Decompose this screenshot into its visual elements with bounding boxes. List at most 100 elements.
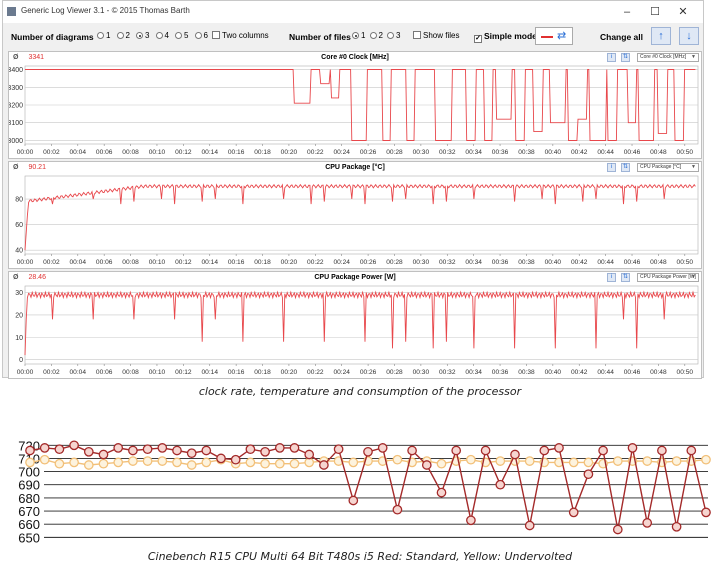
data-point (83, 446, 94, 457)
data-point (54, 458, 65, 469)
move-up-button[interactable]: ↑ (651, 27, 671, 45)
files-radio-2[interactable]: 2 (369, 31, 383, 40)
data-point (671, 521, 682, 532)
y-tick-label: 660 (18, 517, 40, 532)
radio-dot[interactable] (97, 32, 104, 39)
swap-arrows-icon: ⇄ (557, 30, 567, 42)
data-point (657, 445, 667, 456)
simple-mode-checkbox[interactable]: ✓ Simple mode (474, 31, 537, 43)
data-point (172, 457, 182, 468)
channel-select[interactable]: CPU Package Power [W] ▼ (637, 273, 699, 282)
sort-icon[interactable]: ⇅ (621, 163, 630, 172)
radio-dot[interactable] (194, 32, 202, 39)
checkbox-box[interactable]: ✓ (474, 35, 482, 43)
x-tick-label: 00:14 (201, 369, 218, 376)
channel-select[interactable]: Core #0 Clock [MHz] ▼ (637, 53, 699, 62)
y-tick-label: 40 (15, 248, 23, 255)
chevron-down-icon: ▼ (691, 274, 696, 280)
x-tick-label: 00:50 (677, 149, 694, 156)
x-tick-label: 00:14 (201, 259, 218, 266)
diagrams-radio-1[interactable]: 1 (97, 31, 110, 40)
data-point (392, 504, 403, 515)
data-point (348, 495, 359, 506)
x-tick-label: 00:26 (360, 259, 377, 266)
data-point (128, 445, 138, 456)
data-point (289, 443, 300, 453)
x-tick-label: 00:30 (413, 259, 430, 266)
data-point (642, 518, 653, 528)
info-icon[interactable]: i (607, 163, 616, 172)
diagrams-radio-4[interactable]: 4 (155, 31, 169, 40)
show-files-checkbox[interactable]: Show files (413, 31, 459, 40)
diagrams-radio-6[interactable]: 6 (194, 31, 208, 40)
trace-style-button[interactable]: ⇄ (535, 27, 573, 45)
data-point (69, 457, 79, 468)
data-point (466, 454, 476, 465)
data-point (113, 457, 124, 468)
average-readout: Ø 3341 (13, 54, 44, 61)
radio-dot[interactable] (369, 32, 377, 39)
radio-dot[interactable] (387, 32, 394, 39)
diagrams-radio-5[interactable]: 5 (175, 31, 188, 40)
radio-dot[interactable] (175, 32, 182, 39)
info-icon[interactable]: i (607, 273, 616, 282)
temperature-chart: 80 60 40 00:00 00:02 00:04 00:06 00:08 00:10 00:1… (15, 175, 699, 266)
x-tick-label: 00:04 (70, 369, 87, 376)
x-tick-label: 00:18 (254, 259, 271, 266)
info-icon[interactable]: i (607, 53, 616, 62)
close-button[interactable]: ✕ (678, 6, 688, 18)
files-option-label: 2 (378, 31, 383, 40)
two-columns-checkbox[interactable]: Two columns (212, 31, 269, 40)
files-radio-1[interactable]: 1 (352, 31, 365, 40)
plot-area (24, 175, 699, 255)
checkbox-box[interactable] (413, 31, 421, 39)
simple-mode-label: Simple mode (484, 31, 537, 41)
series-line (24, 183, 696, 251)
x-tick-label: 00:50 (677, 259, 694, 266)
files-option-label: 3 (396, 31, 401, 40)
x-tick-label: 00:34 (465, 369, 482, 376)
power-chart: 30 20 10 0 00:00 00:02 00:04 00:06 00:08 00:10 00:… (15, 285, 699, 376)
y-tick-label: 680 (18, 491, 40, 506)
x-tick-label: 00:08 (122, 369, 139, 376)
data-point (495, 456, 506, 466)
radio-dot[interactable] (116, 32, 124, 39)
y-tick-label: 3300 (9, 85, 23, 92)
diagrams-option-label: 6 (203, 31, 208, 40)
x-tick-label: 00:16 (228, 149, 245, 156)
diagrams-option-label: 2 (125, 31, 130, 40)
radio-dot[interactable] (155, 32, 163, 39)
sort-icon[interactable]: ⇅ (621, 53, 630, 62)
radio-dot[interactable] (352, 32, 359, 39)
x-tick-label: 00:22 (307, 149, 324, 156)
x-tick-label: 00:46 (624, 149, 641, 156)
chevron-down-icon: ▼ (691, 164, 696, 170)
diagrams-radio-2[interactable]: 2 (116, 31, 130, 40)
chevron-down-icon: ▼ (691, 54, 696, 60)
x-tick-label: 00:32 (439, 369, 456, 376)
x-tick-label: 00:44 (597, 149, 614, 156)
radio-dot[interactable] (136, 32, 143, 39)
diagrams-radio-3[interactable]: 3 (136, 31, 149, 40)
x-tick-label: 00:02 (43, 259, 60, 266)
clock-chart: 3400 3300 3200 3100 3000 00:00 00:02 00:04 00:06… (9, 65, 699, 156)
diagrams-option-label: 3 (145, 31, 150, 40)
checkbox-box[interactable] (212, 31, 220, 39)
data-point (612, 524, 623, 535)
maximize-button[interactable]: ☐ (650, 6, 660, 18)
x-tick-label: 00:30 (413, 369, 430, 376)
channel-select[interactable]: CPU Package [°C] ▼ (637, 163, 699, 172)
minimize-button[interactable]: – (623, 6, 631, 18)
diagram-panel-temperature: Ø 90.21 CPU Package [°C] i ⇅ CPU Package … (8, 161, 702, 269)
sort-icon[interactable]: ⇅ (621, 273, 630, 282)
log-viewer-caption: clock rate, temperature and consumption … (198, 385, 522, 398)
x-tick-label: 00:38 (518, 149, 535, 156)
y-tick-label: 650 (18, 530, 40, 544)
x-tick-label: 00:44 (597, 259, 614, 266)
data-point (186, 460, 197, 470)
window-title: Generic Log Viewer 3.1 - © 2015 Thomas B… (21, 6, 190, 15)
cinebench-caption: Cinebench R15 CPU Multi 64 Bit T480s i5 … (147, 550, 573, 563)
move-down-button[interactable]: ↓ (679, 27, 699, 45)
diagram-panel-clock: Ø 3341 Core #0 Clock [MHz] i ⇅ Core #0 Cl… (8, 51, 702, 159)
files-radio-3[interactable]: 3 (387, 31, 400, 40)
